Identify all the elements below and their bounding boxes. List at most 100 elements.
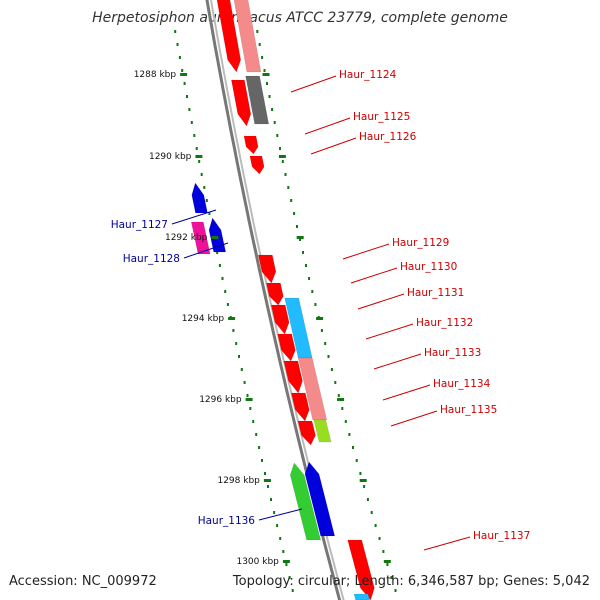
gene-haur-1137[interactable]	[347, 539, 375, 600]
scale-tick-label: 1288 kbp	[134, 70, 177, 80]
scale-dot	[240, 368, 243, 371]
gene-lime-track[interactable]	[313, 419, 332, 443]
scale-dot	[181, 69, 184, 72]
scale-dot	[205, 199, 208, 202]
scale-dot	[208, 212, 211, 215]
gene-cyan-bottom[interactable]	[353, 593, 370, 600]
gene-leader-line	[258, 508, 303, 521]
gene-labels[interactable]: Haur_1124 Haur_1125 Haur_1126 Haur_1127 Haur…	[111, 69, 531, 551]
scale-dot	[311, 290, 314, 293]
scale-dot	[190, 121, 193, 124]
scale-dot	[271, 108, 274, 111]
gene-pink-track[interactable]	[297, 357, 328, 421]
gene-haur-1136[interactable]	[289, 462, 322, 541]
scale-dot	[273, 511, 276, 514]
scale-dot	[252, 420, 255, 423]
scale-dot	[198, 160, 201, 163]
scale-dot	[218, 264, 221, 267]
gene-leader-line	[373, 353, 422, 370]
scale-tick-mark	[228, 317, 236, 320]
gene-haur-1130[interactable]	[266, 282, 284, 306]
scale-dot	[174, 30, 177, 33]
scale-dot	[178, 56, 181, 59]
scale-dot	[291, 589, 294, 592]
scale-dot	[370, 511, 373, 514]
scale-dot	[183, 82, 186, 85]
scale-dot	[264, 472, 266, 475]
scale-tick-label: 1292 kbp	[165, 233, 208, 243]
gene-label[interactable]: Haur_1131	[407, 287, 464, 299]
scale-dot	[263, 69, 266, 72]
scale-dot	[352, 446, 354, 449]
scale-dot	[382, 550, 385, 553]
scale-tick-label: 1300 kbp	[236, 557, 279, 567]
gene-haur-1131[interactable]	[270, 304, 290, 335]
gene-haur-1136b[interactable]	[304, 461, 336, 537]
gene-haur-1126[interactable]	[243, 135, 259, 155]
scale-dot	[246, 394, 249, 397]
gene-label[interactable]: Haur_1126	[359, 131, 417, 143]
gene-haur-1128[interactable]	[190, 221, 211, 255]
gene-haur-1124[interactable]	[231, 79, 252, 127]
scale-tick-mark	[180, 73, 188, 76]
gene-haur-1132[interactable]	[277, 333, 296, 362]
gene-haur-1123[interactable]	[216, 0, 241, 73]
scale-dot	[282, 550, 285, 553]
gene-label[interactable]: Haur_1125	[353, 111, 410, 123]
scale-tick-label: 1294 kbp	[182, 314, 225, 324]
scale-dot	[287, 186, 290, 189]
scale-dot	[276, 134, 279, 137]
scale-dot	[314, 303, 317, 306]
gene-haur-1129[interactable]	[257, 254, 277, 284]
gene-label[interactable]: Haur_1124	[339, 69, 397, 81]
scale-dot	[281, 160, 284, 163]
gene-label[interactable]: Haur_1135	[440, 404, 497, 416]
scale-ticks: 1288 kbp 1290 kbp 1292 kbp 1294 kbp 1296 kbp…	[134, 70, 391, 567]
scale-tick-mark	[262, 73, 270, 76]
gene-features[interactable]	[190, 0, 375, 600]
scale-dot	[176, 43, 179, 46]
gene-haur-1133[interactable]	[283, 360, 303, 394]
scale-tick-mark	[359, 479, 367, 482]
scale-tick-mark	[211, 236, 219, 239]
gene-haur-1126b[interactable]	[249, 155, 265, 175]
gene-label[interactable]: Haur_1133	[424, 347, 481, 359]
scale-dot	[266, 82, 268, 85]
scale-dot	[296, 225, 298, 228]
gene-label[interactable]: Haur_1129	[392, 237, 449, 249]
scale-dot	[305, 264, 307, 267]
map-title: Herpetosiphon aurantiacus ATCC 23779, co…	[92, 10, 508, 26]
gene-label[interactable]: Haur_1130	[400, 261, 457, 273]
gene-haur-1134[interactable]	[290, 392, 310, 422]
scale-dot	[394, 589, 397, 592]
gene-label[interactable]: Haur_1137	[473, 530, 530, 542]
scale-dot	[308, 277, 311, 280]
scale-dot	[258, 43, 261, 46]
scale-dot	[195, 147, 198, 150]
scale-dot	[279, 147, 281, 150]
scale-dot	[261, 56, 264, 59]
gene-label[interactable]: Haur_1128	[123, 253, 180, 265]
scale-dot	[285, 563, 288, 566]
scale-dot	[374, 524, 377, 527]
gene-haur-1128b[interactable]	[208, 217, 227, 253]
gene-haur-1125[interactable]	[245, 75, 270, 125]
gene-leader-line	[423, 536, 471, 551]
gene-label[interactable]: Haur_1136	[198, 515, 256, 527]
gene-haur-1127[interactable]	[191, 182, 208, 214]
scale-dot	[290, 199, 293, 202]
scale-dot	[348, 433, 351, 436]
scale-dot	[390, 576, 393, 579]
scale-dot	[193, 134, 196, 137]
gene-haur-1124-track[interactable]	[233, 0, 262, 73]
scale-dot	[355, 459, 358, 462]
scale-tick-mark	[195, 155, 203, 158]
scale-dot	[378, 537, 381, 540]
gene-haur-1135[interactable]	[297, 420, 316, 446]
gene-label[interactable]: Haur_1132	[416, 317, 473, 329]
scale-dot	[327, 355, 330, 358]
scale-dot	[337, 394, 340, 397]
gene-label[interactable]: Haur_1134	[433, 378, 491, 390]
gene-label[interactable]: Haur_1127	[111, 219, 168, 231]
